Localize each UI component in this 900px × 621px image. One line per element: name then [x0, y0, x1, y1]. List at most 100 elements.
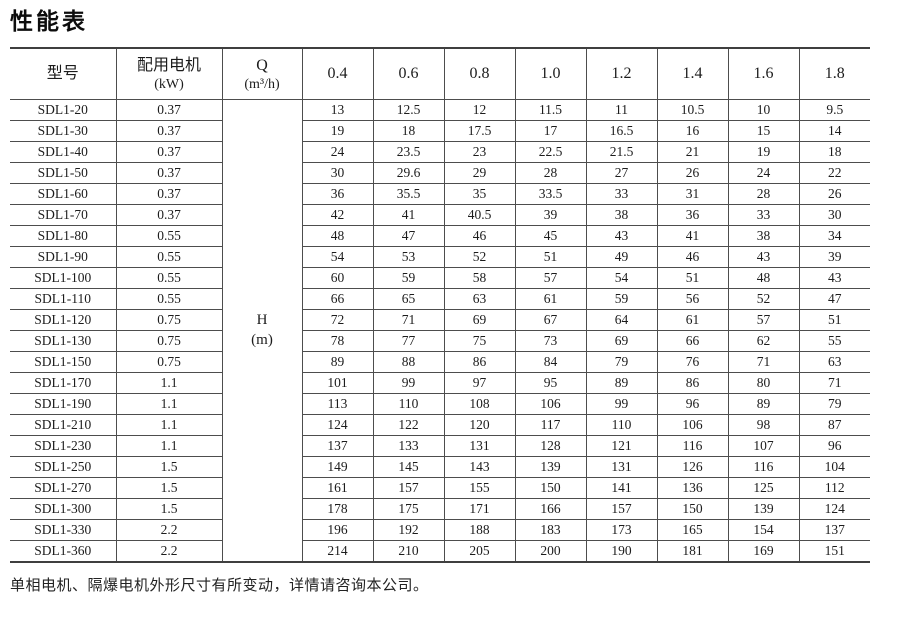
head-value-cell: 88: [372, 351, 444, 374]
head-value-cell: 17.5: [443, 120, 515, 143]
head-value-cell: 121: [585, 435, 657, 458]
head-value-cell: 126: [656, 456, 728, 479]
col-header-q-value: 0.8: [443, 47, 515, 101]
head-value-cell: 79: [798, 393, 870, 416]
head-value-cell: 154: [727, 519, 799, 542]
head-value-cell: 9.5: [798, 99, 870, 122]
head-value-cell: 33.5: [514, 183, 586, 206]
motor-power-cell: 1.1: [115, 393, 222, 416]
table-row: SDL1-50 0.37 30 29.6 29 28 27 26 24 22: [10, 162, 870, 185]
col-header-q-value: 1.8: [798, 47, 870, 101]
head-value-cell: 77: [372, 330, 444, 353]
head-value-cell: 12.5: [372, 99, 444, 122]
model-header-label: 型号: [46, 65, 79, 83]
head-value-cell: 79: [585, 351, 657, 374]
motor-power-cell: 0.55: [115, 246, 222, 269]
table-row: SDL1-110 0.55 66 65 63 61 59 56 52 47: [10, 288, 870, 311]
col-header-q-value: 1.4: [656, 47, 728, 101]
motor-power-cell: 0.37: [115, 204, 222, 227]
head-value-cell: 51: [798, 309, 870, 332]
head-value-cell: 87: [798, 414, 870, 437]
head-value-cell: 106: [514, 393, 586, 416]
head-value-cell: 22: [798, 162, 870, 185]
head-value-cell: 36: [656, 204, 728, 227]
head-value-cell: 11: [585, 99, 657, 122]
col-header-flow: Q (m³/h): [221, 47, 302, 101]
head-value-cell: 75: [443, 330, 515, 353]
model-cell: SDL1-270: [10, 477, 116, 500]
head-value-cell: 39: [514, 204, 586, 227]
table-row: SDL1-230 1.1 137 133 131 128 121 116 107 96: [10, 435, 870, 458]
col-header-q-value: 1.2: [585, 47, 657, 101]
head-value-cell: 76: [656, 351, 728, 374]
model-cell: SDL1-250: [10, 456, 116, 479]
head-label: H: [256, 312, 268, 329]
head-value-cell: 23.5: [372, 141, 444, 164]
head-value-cell: 166: [514, 498, 586, 521]
head-value-cell: 39: [798, 246, 870, 269]
head-value-cell: 110: [585, 414, 657, 437]
head-value-cell: 71: [372, 309, 444, 332]
head-value-cell: 99: [372, 372, 444, 395]
head-value-cell: 61: [514, 288, 586, 311]
motor-power-cell: 0.55: [115, 288, 222, 311]
table-row: SDL1-90 0.55 54 53 52 51 49 46 43 39: [10, 246, 870, 269]
head-value-cell: 71: [727, 351, 799, 374]
head-value-cell: 141: [585, 477, 657, 500]
head-value-cell: 139: [514, 456, 586, 479]
head-value-cell: 131: [585, 456, 657, 479]
head-value-cell: 19: [301, 120, 373, 143]
head-value-cell: 122: [372, 414, 444, 437]
head-value-cell: 51: [656, 267, 728, 290]
motor-power-cell: 1.1: [115, 435, 222, 458]
motor-power-cell: 0.37: [115, 120, 222, 143]
head-value-cell: 165: [656, 519, 728, 542]
head-value-cell: 15: [727, 120, 799, 143]
head-value-cell: 54: [301, 246, 373, 269]
head-value-cell: 66: [301, 288, 373, 311]
head-value-cell: 192: [372, 519, 444, 542]
head-value-cell: 59: [585, 288, 657, 311]
head-value-cell: 28: [514, 162, 586, 185]
table-row: SDL1-330 2.2 196 192 188 183 173 165 154 137: [10, 519, 870, 542]
flow-header-unit: (m³/h): [244, 76, 280, 92]
head-value-cell: 33: [585, 183, 657, 206]
table-row: SDL1-60 0.37 36 35.5 35 33.5 33 31 28 26: [10, 183, 870, 206]
head-value-cell: 10: [727, 99, 799, 122]
head-value-cell: 10.5: [656, 99, 728, 122]
head-value-cell: 16: [656, 120, 728, 143]
head-value-cell: 24: [727, 162, 799, 185]
head-value-cell: 71: [798, 372, 870, 395]
head-value-cell: 73: [514, 330, 586, 353]
head-value-cell: 116: [727, 456, 799, 479]
head-unit: (m): [251, 331, 273, 348]
head-value-cell: 69: [585, 330, 657, 353]
col-header-q-value: 1.0: [514, 47, 586, 101]
head-value-cell: 16.5: [585, 120, 657, 143]
head-value-cell: 125: [727, 477, 799, 500]
table-row: SDL1-100 0.55 60 59 58 57 54 51 48 43: [10, 267, 870, 290]
model-cell: SDL1-130: [10, 330, 116, 353]
model-cell: SDL1-150: [10, 351, 116, 374]
head-value-cell: 139: [727, 498, 799, 521]
head-value-cell: 19: [727, 141, 799, 164]
head-value-cell: 183: [514, 519, 586, 542]
head-value-cell: 98: [727, 414, 799, 437]
head-value-cell: 38: [585, 204, 657, 227]
head-value-cell: 11.5: [514, 99, 586, 122]
motor-power-cell: 1.5: [115, 456, 222, 479]
head-value-cell: 161: [301, 477, 373, 500]
head-value-cell: 57: [727, 309, 799, 332]
head-value-cell: 18: [798, 141, 870, 164]
head-value-cell: 196: [301, 519, 373, 542]
head-value-cell: 27: [585, 162, 657, 185]
model-cell: SDL1-50: [10, 162, 116, 185]
motor-power-cell: 0.75: [115, 330, 222, 353]
motor-power-cell: 0.37: [115, 162, 222, 185]
page-title: 性能表: [10, 8, 88, 34]
head-value-cell: 171: [443, 498, 515, 521]
head-value-cell: 55: [798, 330, 870, 353]
head-value-cell: 35: [443, 183, 515, 206]
head-value-cell: 53: [372, 246, 444, 269]
motor-power-cell: 0.75: [115, 351, 222, 374]
